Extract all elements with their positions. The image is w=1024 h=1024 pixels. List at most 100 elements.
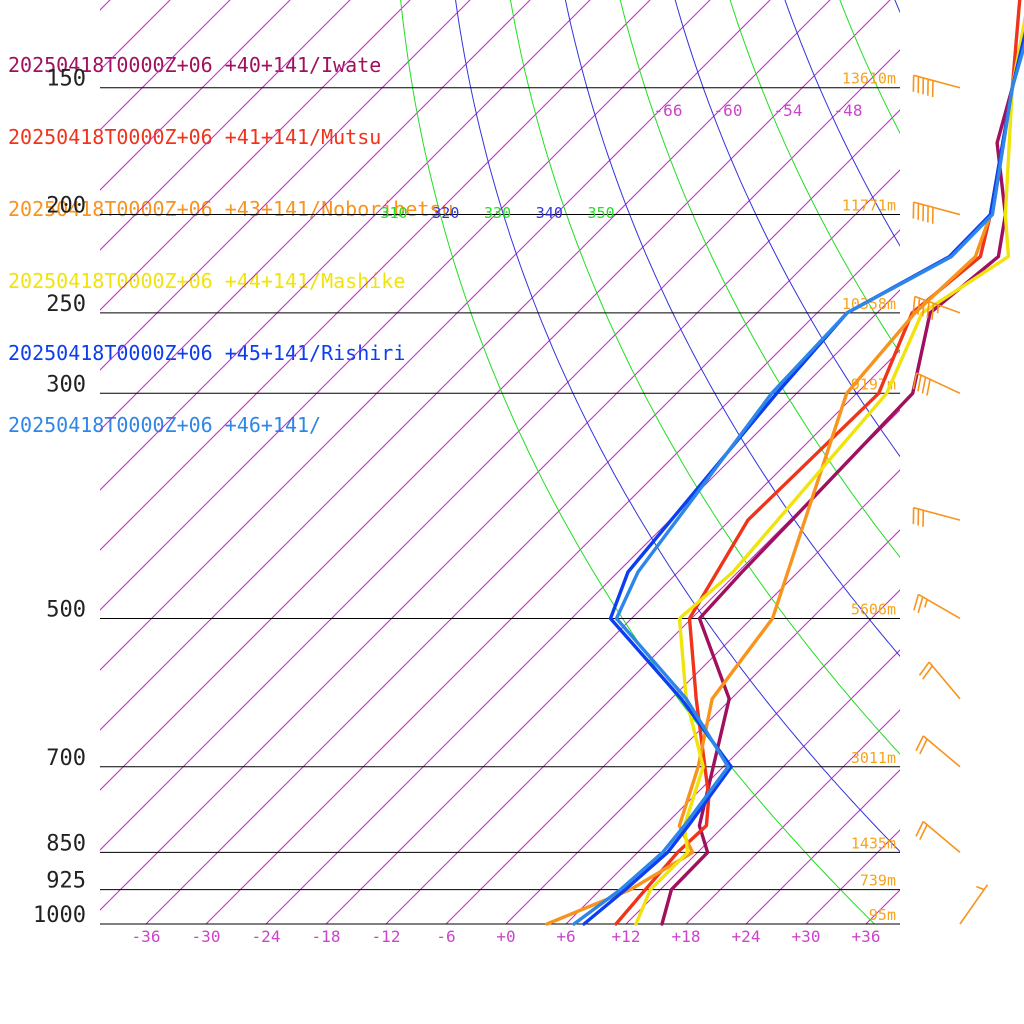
x-tick-label: +24 [732,927,761,946]
isotherm-lines [0,0,900,924]
pressure-label: 850 [46,831,86,856]
isentrope-label: 310 [381,204,408,222]
wind-barb-shaft [922,820,961,853]
isotherm-line [100,0,591,491]
x-tick-label: +6 [556,927,575,946]
isotherm-line [865,889,900,924]
isotherm-line [0,0,730,924]
axis-labels: 10016193m15013610m20011771m25010358m3009… [33,67,896,946]
wind-barb-half-feather [976,885,985,891]
isotherm-line [205,229,900,924]
isotherm-line [100,0,291,191]
x-tick-label: +18 [672,927,701,946]
wind-barb-feather [917,596,924,614]
x-tick-label: +12 [612,927,641,946]
pressure-lines [100,87,900,925]
wind-barb-shaft [913,506,961,521]
x-tick-label: -24 [252,927,281,946]
wind-barb-feather [915,735,924,752]
isotherm-line [100,0,531,431]
wind-barb-shaft [916,372,961,395]
wind-barbs [912,74,989,925]
x-tick-label: +30 [792,927,821,946]
wind-barb [912,295,961,320]
height-label: 13610m [842,70,896,88]
wind-barb-shaft [959,884,989,925]
isotherm-line [565,589,900,924]
height-label: 5606m [851,600,896,618]
wind-barb-feather [918,661,930,676]
legend-entry-iwate: 20250418T0000Z+06 +40+141/Iwate [8,53,382,77]
height-label: 11771m [842,197,896,215]
x-tick-label: -12 [372,927,401,946]
isotherm-line [265,289,900,924]
legend: 20250418T0000Z+06 +40+141/Iwate 20250418… [8,5,454,485]
wind-barb [912,74,961,98]
isotherm-line [100,0,231,131]
isotherm-line [100,0,171,71]
wind-barb-shaft [928,661,961,700]
wind-barb-feather [915,821,924,837]
wind-barb-half-feather [936,304,940,314]
wind-barb-shaft [914,295,961,314]
wind-barb [915,735,961,768]
isotherm-line [100,49,900,851]
isotherm-line [100,0,111,11]
isentrope-line [784,0,900,247]
isentrope-line [906,0,1024,924]
isentrope-label: 330 [484,204,511,222]
wind-barb-shaft [913,201,961,216]
isentrope-label: 340 [536,204,563,222]
wind-barb [912,201,961,224]
isotherm-line [100,0,351,251]
series-line [614,0,1022,926]
height-label: 739m [860,872,896,890]
isotherm-line [100,0,411,311]
pressure-label: 300 [46,372,86,397]
wind-barb-shaft [918,593,961,620]
upper-temp-label: -66 [654,101,683,120]
wind-barb-feather [917,374,922,392]
isotherm-line [100,0,711,611]
legend-entry-46n: 20250418T0000Z+06 +46+141/ [8,413,454,437]
height-label: 95m [869,906,896,924]
pressure-label: 700 [46,746,86,771]
wind-barb-feather [912,296,916,313]
height-label: 3011m [851,749,896,767]
wind-barb-feather [922,665,934,680]
isotherm-line [505,529,900,924]
series-line [572,40,1024,926]
x-tick-label: +0 [496,927,515,946]
upper-temp-label: -54 [774,101,803,120]
wind-barb-shaft [913,74,961,89]
wind-barb-feather [921,299,926,317]
x-tick-label: -18 [312,927,341,946]
isotherm-line [100,0,771,671]
isotherm-line [100,0,831,731]
wind-barb-feather [919,824,928,840]
wind-barb-feather [917,298,921,315]
isotherm-line [325,349,900,924]
x-tick-label: +36 [852,927,881,946]
isotherm-line [805,829,900,924]
isentrope-line [509,0,900,755]
wind-barb [912,506,961,527]
isentrope-label: 350 [588,204,615,222]
series-line [545,15,1024,926]
wind-barb-feather [926,379,931,396]
wind-barb-feather [919,738,928,755]
height-label: 1435m [851,834,896,852]
isotherm-line [385,409,900,924]
isotherm-line [145,169,900,924]
isotherm-line [0,0,790,924]
pressure-label: 1000 [33,903,86,928]
series-line [582,30,1024,926]
wind-barb [912,372,961,396]
x-tick-label: -6 [436,927,455,946]
upper-temp-label: -60 [714,101,743,120]
isentrope-label: 320 [432,204,459,222]
legend-entry-mashike: 20250418T0000Z+06 +44+141/Mashike [8,269,406,293]
isotherm-line [445,469,900,924]
